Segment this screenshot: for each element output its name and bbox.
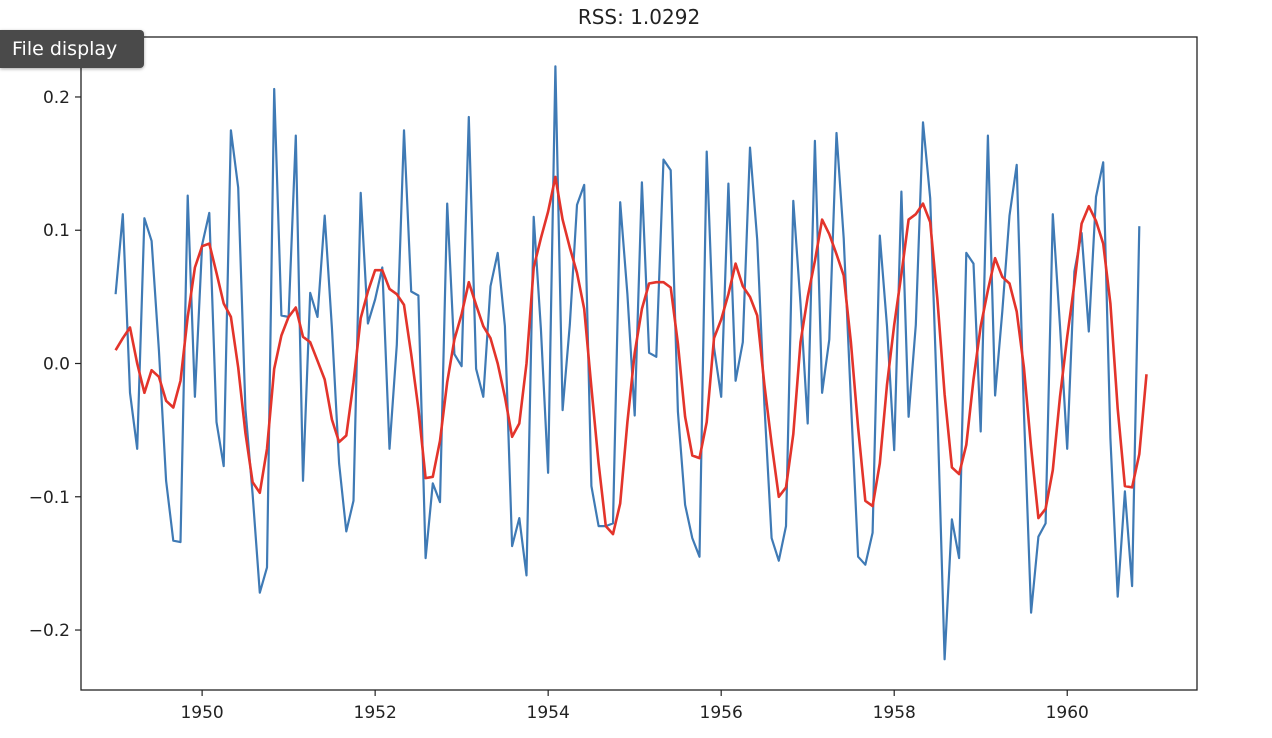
x-tick-label: 1954 [527,703,570,723]
x-tick-label: 1960 [1046,703,1089,723]
plot-area [114,65,1148,661]
chart-title: RSS: 1.0292 [578,5,700,29]
axes: 1950 1952 1954 1956 1958 1960 0.2 0.1 0.0 −0.1 −0.… [29,36,1198,723]
y-tick-label: 0.2 [43,88,70,108]
series-line-1 [114,65,1141,661]
y-tick-label: −0.1 [29,488,70,508]
series-line-2 [114,175,1148,536]
y-tick-label: 0.0 [43,355,70,375]
x-tick-label: 1950 [180,703,223,723]
y-tick-label: −0.2 [29,621,70,641]
x-tick-label: 1958 [873,703,916,723]
file-display-tooltip: File display [0,30,144,68]
x-tick-label: 1952 [354,703,397,723]
x-tick-label: 1956 [700,703,743,723]
y-tick-label: 0.1 [43,221,70,241]
